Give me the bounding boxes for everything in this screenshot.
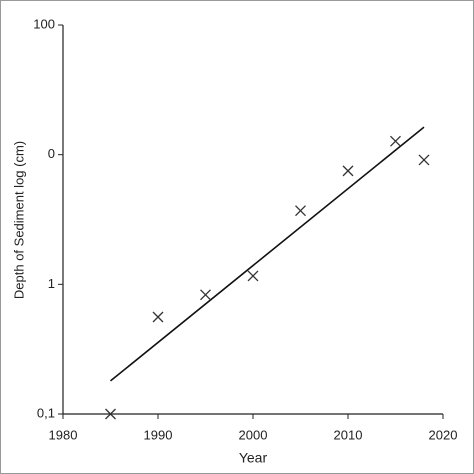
x-tick-label: 2000 (239, 427, 268, 442)
trend-line (109, 126, 425, 382)
point (295, 205, 306, 217)
y-tick-label: 100 (33, 16, 55, 31)
x-tick-label: 2020 (429, 427, 458, 442)
x-tick-label: 1980 (49, 427, 78, 442)
point (418, 154, 430, 166)
y-tick-label: 0 (48, 146, 55, 161)
y-axis-label: Depth of Sediment log (cm) (11, 141, 26, 299)
point (247, 270, 259, 282)
x-tick-label: 1990 (144, 427, 173, 442)
point (105, 408, 116, 420)
point (342, 165, 354, 177)
point (200, 289, 211, 301)
y-tick-label: 0,1 (37, 405, 55, 420)
x-tick-label: 2010 (334, 427, 363, 442)
point (390, 135, 401, 147)
x-axis-label: Year (239, 450, 268, 466)
point (152, 311, 164, 323)
y-tick-label: 1 (48, 276, 55, 291)
